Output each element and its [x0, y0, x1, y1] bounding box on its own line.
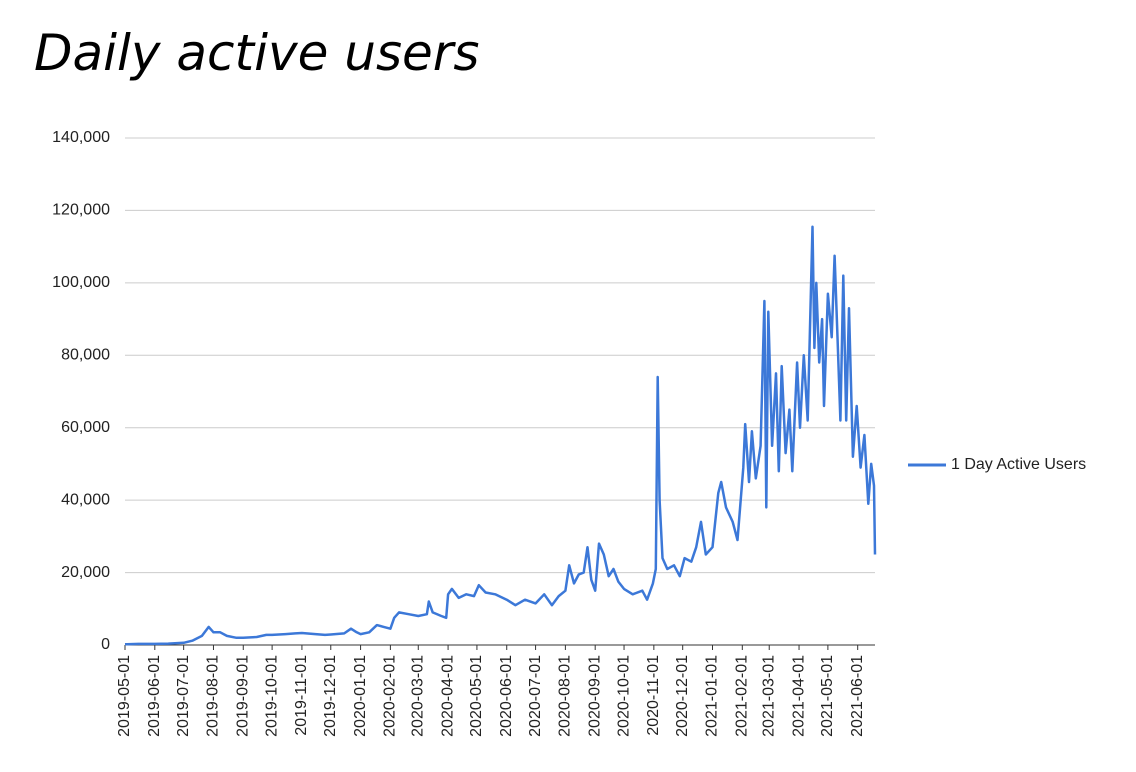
y-tick-label: 80,000 — [61, 347, 110, 364]
x-tick-label: 2020-10-01 — [615, 655, 632, 737]
y-tick-label: 40,000 — [61, 491, 110, 508]
y-tick-label: 100,000 — [52, 274, 110, 291]
x-tick-label: 2019-07-01 — [175, 655, 192, 737]
x-tick-label: 2020-07-01 — [527, 655, 544, 737]
chart-title: Daily active users — [34, 24, 479, 82]
x-tick-label: 2019-11-01 — [293, 655, 310, 736]
data-line — [124, 225, 877, 646]
x-tick-label: 2021-06-01 — [849, 655, 866, 737]
x-tick-label: 2021-01-01 — [704, 655, 721, 737]
x-tick-label: 2019-09-01 — [234, 655, 251, 737]
x-tick-label: 2021-03-01 — [760, 655, 777, 737]
x-tick-label: 2019-10-01 — [263, 655, 280, 737]
x-tick-label: 2020-08-01 — [557, 655, 574, 737]
x-tick-label: 2019-05-01 — [116, 655, 133, 737]
x-tick-label: 2020-04-01 — [439, 655, 456, 737]
x-tick-label: 2020-12-01 — [674, 655, 691, 737]
x-tick-label: 2019-06-01 — [146, 655, 163, 737]
legend-label: 1 Day Active Users — [951, 456, 1086, 473]
x-tick-label: 2020-09-01 — [586, 655, 603, 737]
x-tick-label: 2020-11-01 — [645, 655, 662, 736]
x-tick-label: 2020-05-01 — [468, 655, 485, 737]
x-tick-label: 2021-05-01 — [819, 655, 836, 737]
y-tick-label: 0 — [101, 636, 110, 653]
x-tick-label: 2020-06-01 — [498, 655, 515, 737]
x-tick-label: 2019-08-01 — [205, 655, 222, 737]
y-tick-label: 20,000 — [61, 564, 110, 581]
y-tick-label: 60,000 — [61, 419, 110, 436]
x-tick-label: 2019-12-01 — [322, 655, 339, 737]
x-tick-label: 2020-01-01 — [352, 655, 369, 737]
x-tick-label: 2021-02-01 — [734, 655, 751, 737]
x-tick-label: 2021-04-01 — [790, 655, 807, 737]
y-tick-label: 140,000 — [52, 129, 110, 146]
x-tick-label: 2020-02-01 — [382, 655, 399, 737]
y-tick-label: 120,000 — [52, 202, 110, 219]
x-tick-label: 2020-03-01 — [409, 655, 426, 737]
